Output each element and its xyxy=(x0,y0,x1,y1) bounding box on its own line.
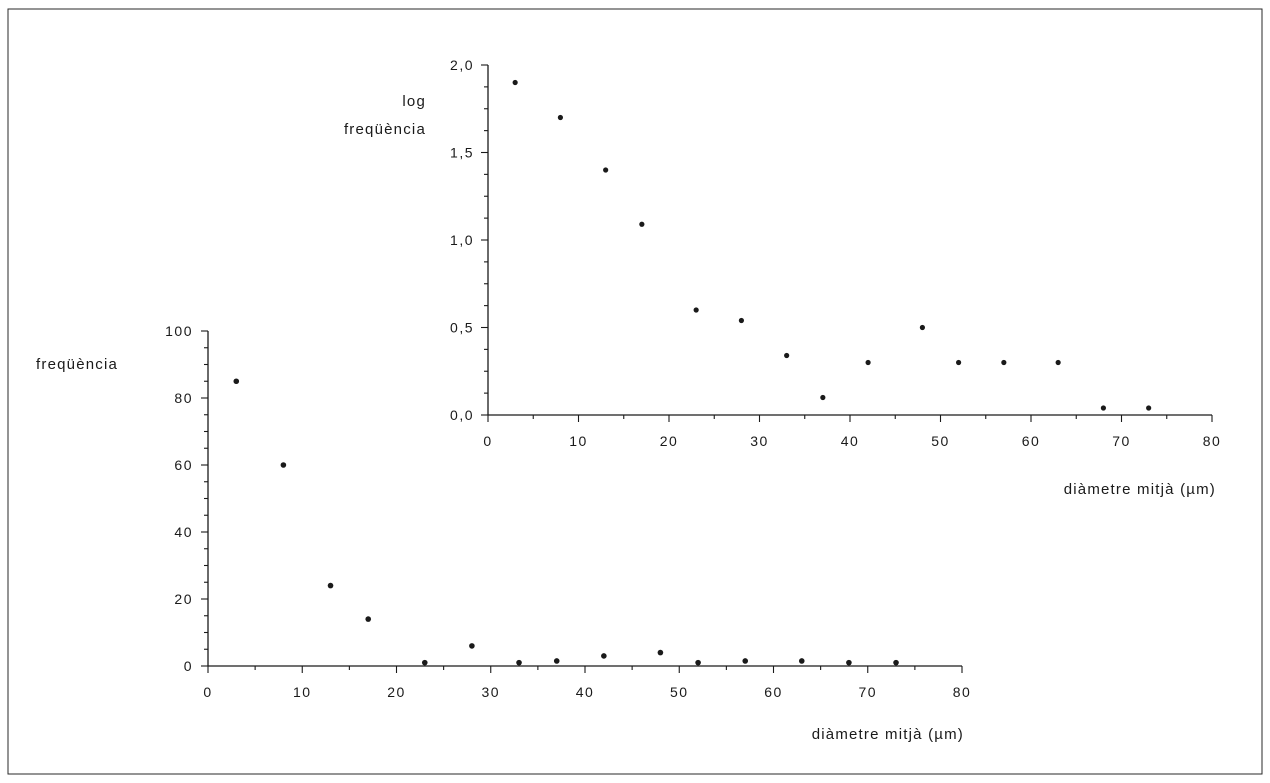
x-tick-label: 10 xyxy=(293,684,312,700)
data-point xyxy=(695,659,701,666)
y-axis-title-line-2: freqüència xyxy=(344,121,426,138)
y-tick-label: 40 xyxy=(174,524,193,540)
data-point xyxy=(327,582,334,589)
x-tick-label: 40 xyxy=(576,684,595,700)
data-point xyxy=(365,616,372,622)
x-tick-label: 0 xyxy=(203,684,212,700)
data-point xyxy=(742,658,749,664)
data-point xyxy=(738,317,745,324)
data-point xyxy=(516,659,522,666)
log-frequency-chart: log freqüència diàmetre mitjà (µm) 0 10 20… xyxy=(344,57,1222,498)
data-point xyxy=(893,659,899,666)
data-point xyxy=(512,79,518,86)
data-point xyxy=(1001,359,1007,366)
y-tick-label: 1,0 xyxy=(450,232,474,248)
x-tick-label: 60 xyxy=(764,684,783,700)
x-tick-label: 80 xyxy=(1203,433,1222,449)
frequency-chart: freqüència diàmetre mitjà (µm) 0 10 20 30 40… xyxy=(36,323,972,743)
x-tick-label: 50 xyxy=(670,684,689,700)
y-tick-label: 60 xyxy=(174,457,193,473)
x-tick-label: 60 xyxy=(1022,433,1041,449)
y-axis-title-line-1: log xyxy=(402,93,426,110)
data-point xyxy=(919,324,926,331)
y-tick-label: 0,0 xyxy=(450,407,474,423)
y-axis-title: freqüència xyxy=(36,356,118,373)
y-tick-label: 100 xyxy=(165,323,193,339)
data-point xyxy=(469,643,475,649)
x-tick-label: 0 xyxy=(483,433,492,449)
x-tick-label: 80 xyxy=(953,684,972,700)
data-point xyxy=(693,307,699,313)
x-tick-label: 70 xyxy=(1112,433,1131,449)
data-point xyxy=(1146,405,1152,411)
data-point xyxy=(657,649,664,656)
y-tick-label: 1,5 xyxy=(450,145,474,161)
x-tick-label: 10 xyxy=(569,433,588,449)
data-point xyxy=(421,659,428,666)
x-tick-label: 30 xyxy=(750,433,769,449)
y-tick-label: 0 xyxy=(184,658,193,674)
x-tick-label: 30 xyxy=(481,684,500,700)
x-tick-label: 40 xyxy=(841,433,860,449)
y-tick-label: 0,5 xyxy=(450,320,474,336)
x-tick-label: 20 xyxy=(387,684,406,700)
data-point xyxy=(846,659,852,666)
x-axis-title: diàmetre mitjà (µm) xyxy=(1064,481,1216,498)
data-point xyxy=(865,359,871,366)
data-point xyxy=(280,462,287,468)
data-point xyxy=(820,394,826,401)
data-point xyxy=(233,378,240,385)
data-point xyxy=(601,653,607,659)
data-point xyxy=(798,658,805,664)
x-tick-label: 20 xyxy=(660,433,679,449)
x-axis-title: diàmetre mitjà (µm) xyxy=(812,726,964,743)
x-tick-label: 50 xyxy=(931,433,950,449)
y-tick-label: 80 xyxy=(174,390,193,406)
data-point xyxy=(784,352,790,359)
data-point xyxy=(1100,405,1106,411)
data-point xyxy=(639,221,645,227)
data-point xyxy=(1055,359,1061,366)
data-point xyxy=(603,167,609,173)
y-tick-label: 20 xyxy=(174,591,193,607)
x-tick-label: 70 xyxy=(858,684,877,700)
figure-border xyxy=(7,8,1263,775)
y-tick-label: 2,0 xyxy=(450,57,474,73)
data-point xyxy=(956,359,962,366)
data-point xyxy=(557,114,564,121)
data-point xyxy=(553,658,560,664)
